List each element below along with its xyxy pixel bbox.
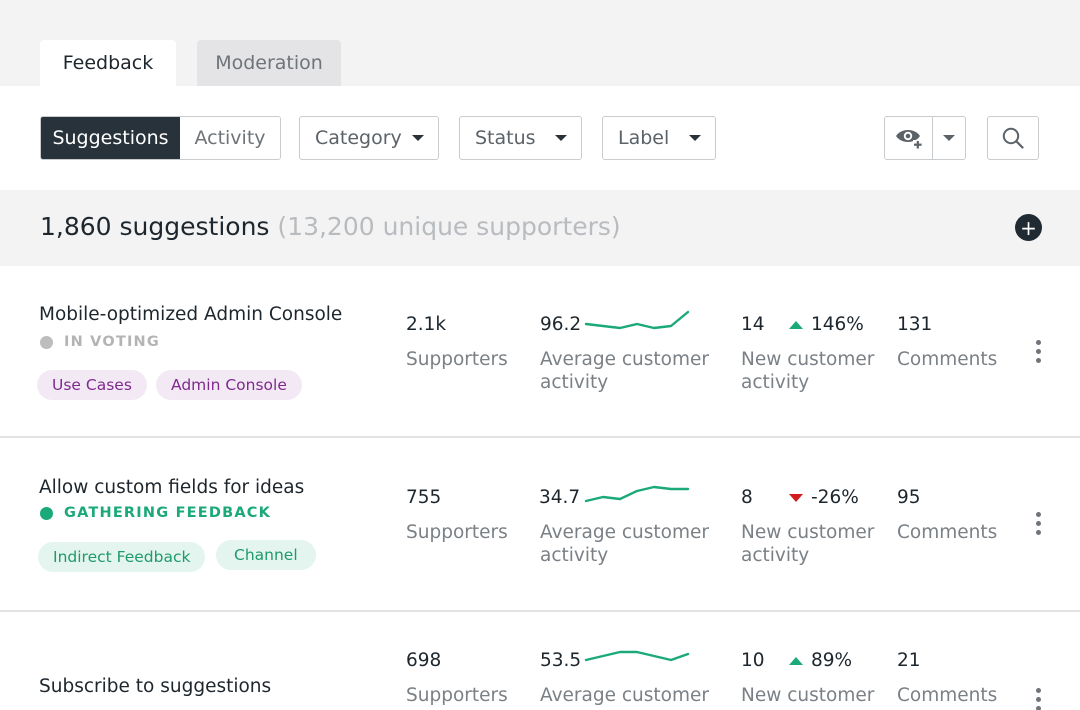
status-badge: IN VOTING: [40, 334, 160, 350]
visibility-control: [884, 116, 966, 160]
activity-label: Average customer activity: [540, 348, 709, 394]
comments-value: 21: [897, 650, 921, 671]
suggestion-row[interactable]: Subscribe to suggestions 698 Supporters …: [0, 612, 1080, 710]
activity-label: Average customer: [540, 684, 709, 707]
new-customer-label-line-1: New customer: [741, 685, 875, 706]
comments-label: Comments: [897, 349, 998, 370]
view-toggle: Suggestions Activity: [40, 116, 281, 160]
activity-toggle-button[interactable]: Activity: [180, 117, 280, 159]
suggestion-title[interactable]: Mobile-optimized Admin Console: [39, 304, 343, 325]
more-options-icon[interactable]: [1036, 512, 1042, 535]
suggestions-toggle-button[interactable]: Suggestions: [41, 117, 180, 159]
supporters-label: Supporters: [406, 349, 508, 370]
activity-label-line-2: activity: [540, 545, 609, 566]
new-customer-label: New customer: [741, 684, 874, 707]
activity-label-line-2: activity: [540, 372, 609, 393]
supporters-value: 2.1k: [406, 314, 447, 335]
tab-feedback[interactable]: Feedback: [40, 40, 176, 86]
new-customer-label-line-1: New customer: [741, 522, 875, 543]
arrow-up-icon: [789, 320, 803, 329]
supporters-label: Supporters: [406, 522, 508, 543]
chevron-down-icon: [412, 135, 424, 141]
activity-sparkline: [584, 650, 690, 662]
eye-plus-icon: [895, 130, 922, 149]
activity-label-line-1: Average customer: [540, 685, 709, 706]
suggestion-row[interactable]: Allow custom fields for ideas GATHERING …: [0, 438, 1080, 612]
activity-sparkline: [584, 485, 690, 503]
tab-moderation[interactable]: Moderation: [197, 40, 341, 86]
more-options-icon[interactable]: [1036, 340, 1042, 363]
new-customer-value: 10: [741, 650, 765, 671]
activity-value: 53.5: [540, 650, 582, 671]
delta-value: 146%: [811, 314, 864, 335]
comments-value: 95: [897, 487, 921, 508]
sparkline-series: [584, 310, 690, 330]
supporters-value: 698: [406, 650, 442, 671]
add-suggestion-button[interactable]: +: [1015, 214, 1042, 241]
arrow-down-icon: [789, 493, 803, 502]
new-customer-value: 8: [741, 487, 753, 508]
sparkline-series: [584, 485, 690, 503]
activity-value: 96.2: [540, 314, 582, 335]
comments-label: Comments: [897, 685, 998, 706]
tag-use-cases[interactable]: Use Cases: [37, 370, 147, 400]
tag-indirect-feedback[interactable]: Indirect Feedback: [38, 542, 206, 572]
activity-label-line-1: Average customer: [540, 522, 709, 543]
visibility-button[interactable]: [885, 117, 933, 159]
sparkline-series: [584, 650, 690, 662]
delta-value: -26%: [811, 487, 859, 508]
chevron-down-icon: [689, 135, 701, 141]
new-customer-label-line-1: New customer: [741, 349, 875, 370]
unique-supporters: (13,200 unique supporters): [277, 212, 621, 241]
status-dot: [40, 335, 53, 349]
new-customer-delta: 89%: [789, 650, 852, 671]
category-dropdown-label: Category: [315, 127, 402, 149]
activity-value: 34.7: [539, 487, 581, 508]
tag-admin-console[interactable]: Admin Console: [156, 370, 302, 400]
status-dropdown-label: Status: [475, 127, 536, 149]
status-dropdown[interactable]: Status: [459, 116, 582, 160]
suggestion-count: 1,860 suggestions (13,200 unique support…: [40, 212, 621, 241]
summary-bar: 1,860 suggestions (13,200 unique support…: [0, 190, 1080, 266]
comments-label: Comments: [897, 522, 998, 543]
new-customer-value: 14: [741, 314, 765, 335]
new-customer-label-line-2: activity: [741, 545, 810, 566]
arrow-up-icon: [789, 656, 803, 665]
suggestion-title[interactable]: Allow custom fields for ideas: [39, 477, 305, 498]
supporters-value: 755: [406, 487, 442, 508]
suggestion-row[interactable]: Mobile-optimized Admin Console IN VOTING…: [0, 266, 1080, 438]
category-dropdown[interactable]: Category: [299, 116, 439, 160]
supporters-label: Supporters: [406, 685, 508, 706]
activity-label: Average customer activity: [540, 521, 709, 567]
comments-value: 131: [897, 314, 933, 335]
new-customer-label: New customer activity: [741, 521, 874, 567]
status-dot: [40, 506, 53, 520]
toolbar: Suggestions Activity Category Status Lab…: [0, 86, 1080, 190]
activity-label-line-1: Average customer: [540, 349, 709, 370]
new-customer-delta: -26%: [789, 487, 859, 508]
new-customer-label-line-2: activity: [741, 372, 810, 393]
suggestion-count-value: 1,860 suggestions: [40, 212, 270, 241]
search-icon: [1002, 127, 1024, 149]
label-dropdown[interactable]: Label: [602, 116, 716, 160]
label-dropdown-label: Label: [618, 127, 670, 149]
chevron-down-icon: [943, 135, 955, 141]
tag-channel[interactable]: Channel: [216, 540, 316, 570]
status-label: IN VOTING: [64, 334, 160, 350]
new-customer-delta: 146%: [789, 314, 864, 335]
status-badge: GATHERING FEEDBACK: [40, 505, 271, 521]
more-options-icon[interactable]: [1036, 688, 1042, 710]
status-label: GATHERING FEEDBACK: [64, 505, 272, 521]
delta-value: 89%: [811, 650, 853, 671]
tab-bar: Feedback Moderation: [0, 0, 1080, 86]
new-customer-label: New customer activity: [741, 348, 874, 394]
plus-icon: +: [1020, 215, 1037, 240]
suggestion-title[interactable]: Subscribe to suggestions: [39, 676, 272, 697]
activity-sparkline: [584, 310, 690, 330]
visibility-menu-button[interactable]: [933, 117, 965, 159]
suggestion-list: Mobile-optimized Admin Console IN VOTING…: [0, 266, 1080, 710]
chevron-down-icon: [555, 135, 567, 141]
search-button[interactable]: [987, 116, 1039, 160]
